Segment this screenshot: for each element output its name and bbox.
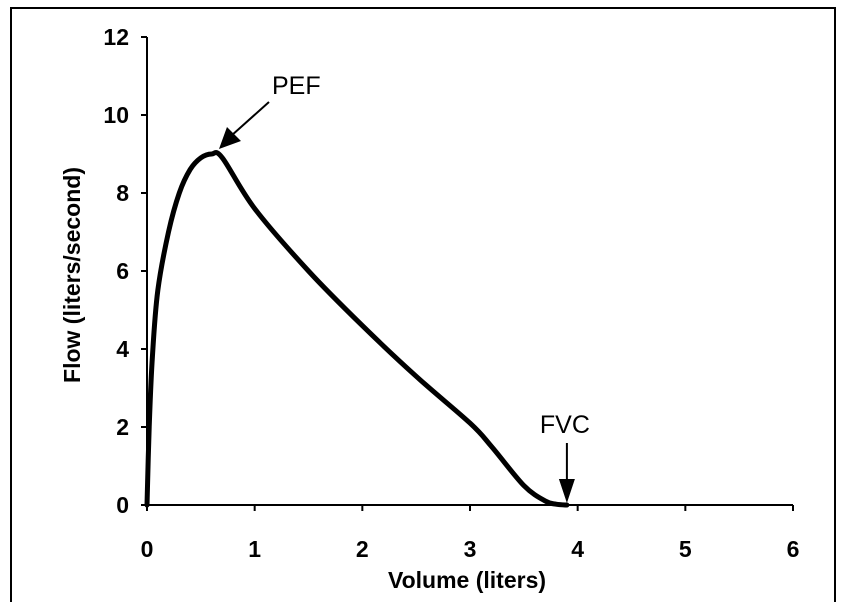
y-axis-label: Flow (liters/second) xyxy=(59,167,85,383)
x-tick-label: 5 xyxy=(679,536,692,562)
flow-volume-curve xyxy=(144,150,570,508)
x-tick-label: 4 xyxy=(571,536,584,562)
x-tick-label: 3 xyxy=(464,536,477,562)
y-tick-label: 6 xyxy=(116,258,129,284)
annotations: PEF FVC xyxy=(218,72,590,503)
y-tick-label: 2 xyxy=(116,414,129,440)
pef-arrow xyxy=(230,101,270,137)
x-axis-label: Volume (liters) xyxy=(388,567,546,593)
y-tick-label: 4 xyxy=(116,336,129,362)
x-tick-label: 1 xyxy=(248,536,261,562)
fvc-arrowhead xyxy=(558,479,575,503)
x-tick-label: 0 xyxy=(141,536,154,562)
axes xyxy=(146,37,793,506)
chart-frame xyxy=(10,7,836,602)
y-tick-label: 12 xyxy=(103,24,129,50)
fvc-label: FVC xyxy=(540,411,590,439)
x-tick-label: 6 xyxy=(787,536,800,562)
y-tick-label: 0 xyxy=(116,492,129,518)
y-ticks: 0 2 4 6 8 10 12 xyxy=(103,24,147,518)
y-tick-label: 10 xyxy=(103,102,129,128)
pef-arrowhead xyxy=(218,127,241,149)
pef-label: PEF xyxy=(272,72,321,100)
x-ticks: 0 1 2 3 4 5 6 xyxy=(141,505,800,562)
x-tick-label: 2 xyxy=(356,536,369,562)
y-tick-label: 8 xyxy=(116,180,129,206)
